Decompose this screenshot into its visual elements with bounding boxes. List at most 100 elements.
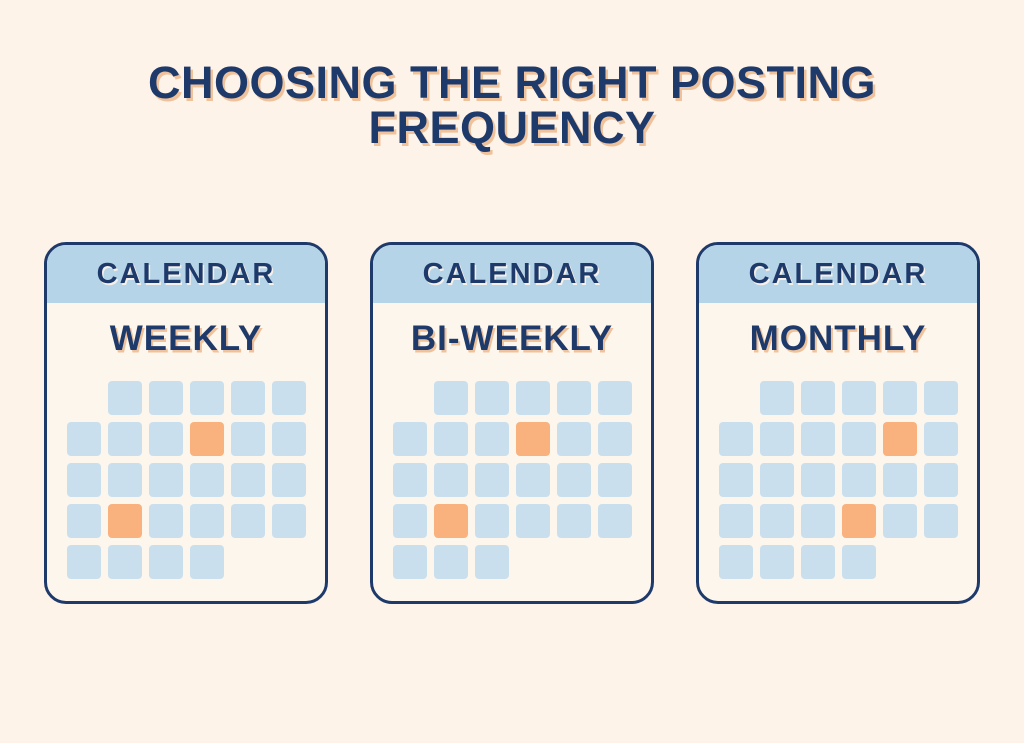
calendar-day-cell <box>433 462 468 497</box>
empty-grid-slot <box>393 381 427 415</box>
calendar-day-cell <box>841 544 876 579</box>
calendar-cards-row: CALENDAR WEEKLY CALENDAR BI-WEEKLY CALEN… <box>0 242 1024 604</box>
calendar-day-cell <box>718 544 753 579</box>
empty-grid-slot <box>598 545 632 579</box>
calendar-day-cell <box>718 421 753 456</box>
calendar-day-cell <box>800 462 835 497</box>
calendar-day-cell <box>923 380 958 415</box>
calendar-day-cell <box>433 544 468 579</box>
calendar-day-cell <box>759 380 794 415</box>
calendar-day-cell <box>597 462 632 497</box>
calendar-day-cell <box>556 462 591 497</box>
calendar-card-biweekly: CALENDAR BI-WEEKLY <box>370 242 654 604</box>
calendar-header: CALENDAR <box>373 245 651 303</box>
empty-grid-slot <box>883 545 917 579</box>
calendar-day-cell <box>841 462 876 497</box>
calendar-header: CALENDAR <box>47 245 325 303</box>
calendar-header-label: CALENDAR <box>96 257 276 290</box>
calendar-day-cell <box>230 503 265 538</box>
calendar-day-cell <box>66 421 101 456</box>
calendar-day-cell <box>800 421 835 456</box>
calendar-day-cell <box>800 544 835 579</box>
calendar-day-cell <box>148 544 183 579</box>
calendar-day-cell <box>759 421 794 456</box>
calendar-day-cell <box>474 544 509 579</box>
calendar-header-label: CALENDAR <box>422 257 602 290</box>
calendar-day-cell <box>189 503 224 538</box>
calendar-card-monthly: CALENDAR MONTHLY <box>696 242 980 604</box>
calendar-day-cell <box>556 421 591 456</box>
calendar-card-weekly: CALENDAR WEEKLY <box>44 242 328 604</box>
calendar-day-cell <box>392 544 427 579</box>
calendar-day-cell <box>759 503 794 538</box>
calendar-day-cell <box>923 421 958 456</box>
empty-grid-slot <box>231 545 265 579</box>
calendar-day-cell <box>230 380 265 415</box>
calendar-day-cell <box>718 462 753 497</box>
calendar-grid-weekly <box>47 380 325 579</box>
calendar-day-cell <box>433 421 468 456</box>
calendar-day-cell <box>800 503 835 538</box>
calendar-day-cell <box>923 503 958 538</box>
calendar-day-cell <box>271 503 306 538</box>
calendar-day-cell <box>474 380 509 415</box>
frequency-label-monthly: MONTHLY <box>749 319 927 358</box>
calendar-day-cell <box>107 421 142 456</box>
calendar-day-cell <box>107 380 142 415</box>
posting-day-cell <box>515 421 550 456</box>
calendar-day-cell <box>923 462 958 497</box>
calendar-header: CALENDAR <box>699 245 977 303</box>
calendar-day-cell <box>66 462 101 497</box>
page-title: CHOOSING THE RIGHT POSTING FREQUENCY <box>147 57 877 153</box>
empty-grid-slot <box>272 545 306 579</box>
calendar-day-cell <box>597 380 632 415</box>
calendar-day-cell <box>392 503 427 538</box>
calendar-day-cell <box>66 503 101 538</box>
empty-grid-slot <box>719 381 753 415</box>
empty-grid-slot <box>67 381 101 415</box>
posting-day-cell <box>189 421 224 456</box>
calendar-day-cell <box>107 462 142 497</box>
calendar-day-cell <box>392 462 427 497</box>
posting-day-cell <box>841 503 876 538</box>
calendar-grid-monthly <box>699 380 977 579</box>
calendar-header-label: CALENDAR <box>748 257 928 290</box>
calendar-day-cell <box>474 503 509 538</box>
empty-grid-slot <box>924 545 958 579</box>
calendar-day-cell <box>148 421 183 456</box>
calendar-grid-biweekly <box>373 380 651 579</box>
calendar-day-cell <box>148 462 183 497</box>
frequency-label-weekly: WEEKLY <box>109 319 263 358</box>
calendar-day-cell <box>271 462 306 497</box>
calendar-day-cell <box>882 380 917 415</box>
calendar-day-cell <box>597 421 632 456</box>
calendar-day-cell <box>148 380 183 415</box>
calendar-day-cell <box>882 462 917 497</box>
calendar-day-cell <box>148 503 183 538</box>
calendar-day-cell <box>474 421 509 456</box>
posting-day-cell <box>107 503 142 538</box>
calendar-day-cell <box>882 503 917 538</box>
calendar-day-cell <box>433 380 468 415</box>
posting-day-cell <box>433 503 468 538</box>
calendar-day-cell <box>800 380 835 415</box>
calendar-day-cell <box>474 462 509 497</box>
calendar-day-cell <box>759 544 794 579</box>
calendar-day-cell <box>718 503 753 538</box>
calendar-day-cell <box>841 380 876 415</box>
calendar-day-cell <box>841 421 876 456</box>
calendar-day-cell <box>392 421 427 456</box>
infographic-canvas: { "title": "CHOOSING THE RIGHT POSTING F… <box>0 60 1024 743</box>
calendar-day-cell <box>556 503 591 538</box>
calendar-day-cell <box>759 462 794 497</box>
calendar-day-cell <box>556 380 591 415</box>
posting-day-cell <box>882 421 917 456</box>
empty-grid-slot <box>557 545 591 579</box>
frequency-label-biweekly: BI-WEEKLY <box>410 319 614 358</box>
calendar-day-cell <box>107 544 142 579</box>
calendar-day-cell <box>271 380 306 415</box>
calendar-day-cell <box>230 421 265 456</box>
calendar-day-cell <box>189 380 224 415</box>
calendar-day-cell <box>515 380 550 415</box>
calendar-day-cell <box>66 544 101 579</box>
